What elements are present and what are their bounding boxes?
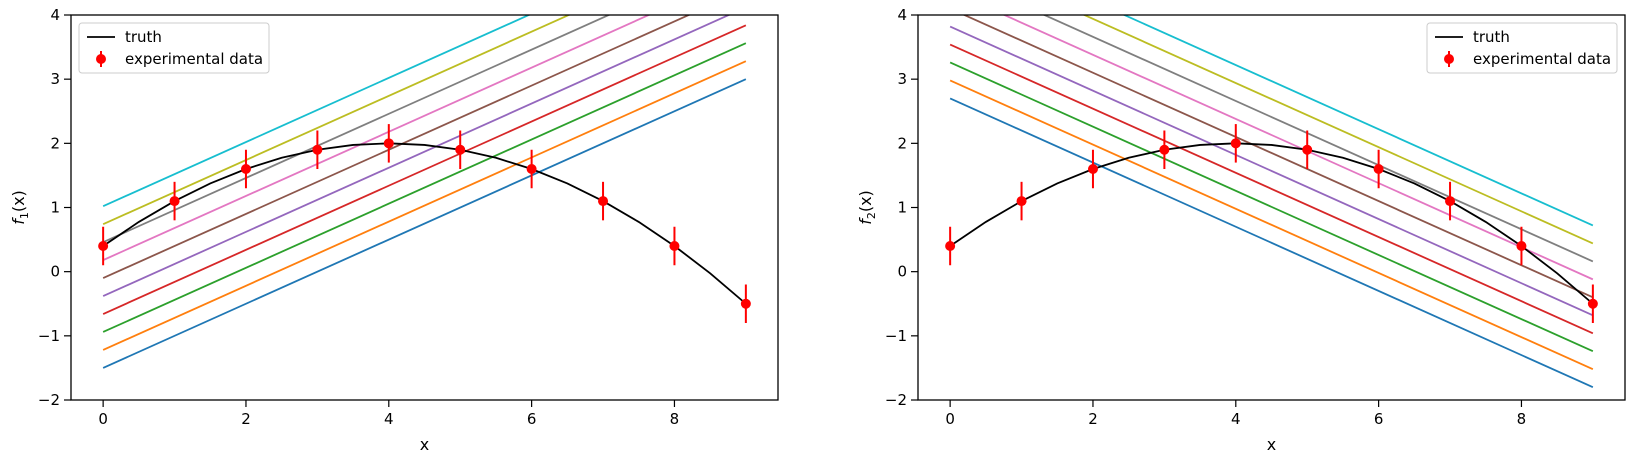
legend-box <box>1426 22 1618 74</box>
series-line-6 <box>102 15 691 279</box>
legend-2: truth experimental data <box>1426 22 1618 74</box>
data-point <box>526 164 537 174</box>
data-point <box>1016 196 1027 207</box>
series-line-2 <box>102 60 747 351</box>
series-line-1 <box>102 78 747 369</box>
data-point <box>1159 144 1170 155</box>
series-line-3 <box>949 61 1594 353</box>
series-line-8 <box>102 15 611 243</box>
legend-1: truth experimental data <box>78 22 270 74</box>
x-axis-label: x <box>1267 435 1276 454</box>
y-tick-label: 1 <box>897 199 907 217</box>
y-axis-label: f2(x) <box>856 190 878 225</box>
chart-2: 0 2 4 6 8 −2 −1 0 1 2 3 4 x f2(x) truth experimental da… <box>856 6 1626 454</box>
y-axis-label: f1(x) <box>9 190 31 225</box>
x-tick-label: 4 <box>1231 410 1241 428</box>
y-tick-label: 0 <box>50 263 60 281</box>
chart-1: 0 2 4 6 8 −2 −1 0 1 2 3 4 x f1(x) truth experimental da… <box>9 6 779 454</box>
data-point <box>1230 138 1241 149</box>
series-line-10 <box>102 15 531 208</box>
data-point <box>98 241 109 251</box>
x-tick-label: 8 <box>1517 410 1527 428</box>
data-point <box>1373 164 1384 174</box>
x-axis-label: x <box>420 435 429 454</box>
y-tick-label: 4 <box>50 6 60 24</box>
legend-box <box>78 22 270 74</box>
legend-data-marker <box>96 54 106 64</box>
x-tick-label: 6 <box>1374 410 1384 428</box>
plot-area-1 <box>98 15 751 369</box>
x-tick-label: 4 <box>384 410 394 428</box>
y-tick-label: −2 <box>38 391 60 409</box>
y-tick-label: −1 <box>885 327 907 345</box>
x-tick-label: 8 <box>670 410 680 428</box>
data-point <box>740 298 751 309</box>
series-line-9 <box>102 15 571 226</box>
truth-line <box>102 142 747 305</box>
legend-truth-label: truth <box>1473 28 1510 46</box>
x-tick-label: 0 <box>945 410 955 428</box>
series-line-4 <box>102 24 747 315</box>
y-tick-label: 0 <box>897 263 907 281</box>
legend-data-marker <box>1444 54 1454 64</box>
data-point <box>383 138 394 149</box>
data-point <box>312 144 323 155</box>
y-tick-label: 4 <box>897 6 907 24</box>
data-point <box>169 196 180 207</box>
y-tick-label: 2 <box>50 134 60 152</box>
y-tick-label: 3 <box>50 70 60 88</box>
x-tick-label: 0 <box>98 410 108 428</box>
series-line-8 <box>1042 15 1594 263</box>
plot-area-2 <box>945 15 1598 388</box>
series-line-1 <box>949 97 1594 388</box>
y-tick-label: −2 <box>885 391 907 409</box>
series-line-5 <box>102 15 731 297</box>
series-line-7 <box>102 15 651 261</box>
series-line-9 <box>1082 15 1594 245</box>
data-point <box>1087 164 1098 174</box>
x-tick-label: 2 <box>1088 410 1098 428</box>
series-line-3 <box>102 42 747 333</box>
data-point <box>1516 241 1527 251</box>
truth-line <box>949 142 1594 305</box>
series-line-5 <box>949 25 1594 317</box>
legend-truth-label: truth <box>125 28 162 46</box>
y-tick-label: −1 <box>38 327 60 345</box>
data-point <box>669 241 680 251</box>
x-tick-label: 6 <box>527 410 537 428</box>
series-line-4 <box>949 43 1594 335</box>
data-point <box>1302 144 1313 155</box>
data-point <box>1445 196 1456 207</box>
data-point <box>945 241 956 251</box>
legend-data-label: experimental data <box>125 50 263 68</box>
data-point <box>455 144 466 155</box>
y-tick-label: 2 <box>897 134 907 152</box>
legend-data-label: experimental data <box>1473 50 1611 68</box>
y-tick-label: 1 <box>50 199 60 217</box>
x-tick-label: 2 <box>241 410 251 428</box>
y-tick-label: 3 <box>897 70 907 88</box>
data-point <box>598 196 609 207</box>
series-line-2 <box>949 79 1594 371</box>
data-point <box>240 164 251 174</box>
series-line-7 <box>1002 15 1594 281</box>
data-point <box>1587 298 1598 309</box>
series-line-6 <box>962 15 1594 299</box>
series-line-10 <box>1122 15 1594 227</box>
